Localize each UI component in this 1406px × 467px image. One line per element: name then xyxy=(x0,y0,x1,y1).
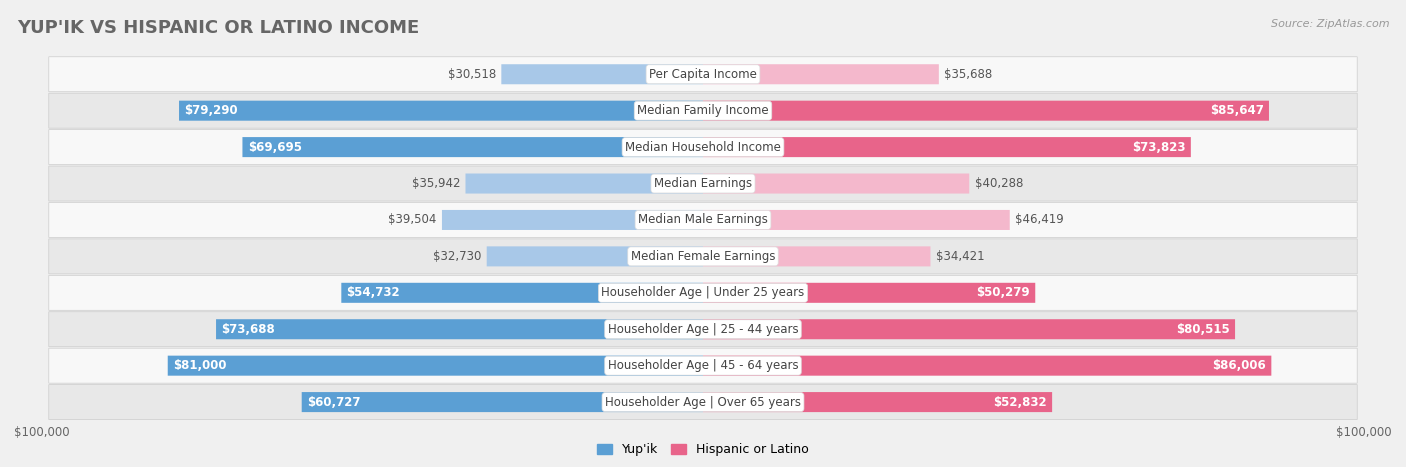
Text: Median Family Income: Median Family Income xyxy=(637,104,769,117)
FancyBboxPatch shape xyxy=(49,348,1357,383)
FancyBboxPatch shape xyxy=(49,93,1357,128)
Text: $69,695: $69,695 xyxy=(247,141,302,154)
Text: $35,942: $35,942 xyxy=(412,177,460,190)
Text: $34,421: $34,421 xyxy=(936,250,984,263)
Text: $60,727: $60,727 xyxy=(307,396,360,409)
Text: Source: ZipAtlas.com: Source: ZipAtlas.com xyxy=(1271,19,1389,28)
FancyBboxPatch shape xyxy=(242,137,703,157)
FancyBboxPatch shape xyxy=(703,101,1270,120)
FancyBboxPatch shape xyxy=(703,137,1191,157)
FancyBboxPatch shape xyxy=(49,203,1357,237)
Text: Householder Age | Over 65 years: Householder Age | Over 65 years xyxy=(605,396,801,409)
Text: $54,732: $54,732 xyxy=(347,286,401,299)
FancyBboxPatch shape xyxy=(703,247,931,266)
Legend: Yup'ik, Hispanic or Latino: Yup'ik, Hispanic or Latino xyxy=(592,439,814,461)
FancyBboxPatch shape xyxy=(465,174,703,193)
FancyBboxPatch shape xyxy=(703,319,1234,339)
Text: Per Capita Income: Per Capita Income xyxy=(650,68,756,81)
FancyBboxPatch shape xyxy=(703,356,1271,375)
Text: $46,419: $46,419 xyxy=(1015,213,1064,226)
Text: Householder Age | 45 - 64 years: Householder Age | 45 - 64 years xyxy=(607,359,799,372)
Text: $40,288: $40,288 xyxy=(974,177,1024,190)
FancyBboxPatch shape xyxy=(49,57,1357,92)
FancyBboxPatch shape xyxy=(703,210,1010,230)
FancyBboxPatch shape xyxy=(49,276,1357,310)
FancyBboxPatch shape xyxy=(342,283,703,303)
Text: $32,730: $32,730 xyxy=(433,250,481,263)
Text: Householder Age | Under 25 years: Householder Age | Under 25 years xyxy=(602,286,804,299)
Text: $80,515: $80,515 xyxy=(1175,323,1230,336)
Text: $52,832: $52,832 xyxy=(993,396,1047,409)
Text: YUP'IK VS HISPANIC OR LATINO INCOME: YUP'IK VS HISPANIC OR LATINO INCOME xyxy=(17,19,419,37)
FancyBboxPatch shape xyxy=(302,392,703,412)
FancyBboxPatch shape xyxy=(49,312,1357,347)
FancyBboxPatch shape xyxy=(179,101,703,120)
FancyBboxPatch shape xyxy=(49,130,1357,164)
Text: $30,518: $30,518 xyxy=(447,68,496,81)
Text: Median Earnings: Median Earnings xyxy=(654,177,752,190)
Text: Median Male Earnings: Median Male Earnings xyxy=(638,213,768,226)
FancyBboxPatch shape xyxy=(703,283,1035,303)
FancyBboxPatch shape xyxy=(703,174,969,193)
Text: Median Female Earnings: Median Female Earnings xyxy=(631,250,775,263)
Text: Householder Age | 25 - 44 years: Householder Age | 25 - 44 years xyxy=(607,323,799,336)
Text: $35,688: $35,688 xyxy=(943,68,993,81)
FancyBboxPatch shape xyxy=(441,210,703,230)
Text: Median Household Income: Median Household Income xyxy=(626,141,780,154)
FancyBboxPatch shape xyxy=(703,392,1052,412)
FancyBboxPatch shape xyxy=(217,319,703,339)
FancyBboxPatch shape xyxy=(486,247,703,266)
FancyBboxPatch shape xyxy=(502,64,703,84)
Text: $79,290: $79,290 xyxy=(184,104,238,117)
FancyBboxPatch shape xyxy=(703,64,939,84)
Text: $86,006: $86,006 xyxy=(1212,359,1265,372)
Text: $85,647: $85,647 xyxy=(1209,104,1264,117)
FancyBboxPatch shape xyxy=(167,356,703,375)
FancyBboxPatch shape xyxy=(49,166,1357,201)
Text: $73,823: $73,823 xyxy=(1132,141,1185,154)
Text: $39,504: $39,504 xyxy=(388,213,437,226)
FancyBboxPatch shape xyxy=(49,385,1357,419)
Text: $73,688: $73,688 xyxy=(221,323,276,336)
FancyBboxPatch shape xyxy=(49,239,1357,274)
Text: $50,279: $50,279 xyxy=(976,286,1031,299)
Text: $81,000: $81,000 xyxy=(173,359,226,372)
